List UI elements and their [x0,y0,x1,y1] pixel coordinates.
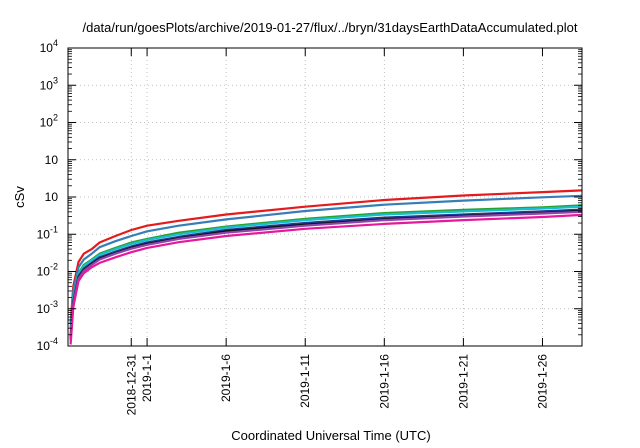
chart-title: /data/run/goesPlots/archive/2019-01-27/f… [82,20,577,35]
y-tick-labels: 10-4 10-3 10-2 10-1 10 10 102 103 104 [37,38,59,353]
y-tick-label: 104 [40,38,58,55]
x-tick-label: 2018-12-31 [124,354,138,416]
x-tick-label: 2019-1-26 [535,354,549,409]
series-line [69,194,583,329]
series-line [69,213,583,345]
x-tick-label: 2019-1-6 [219,354,233,402]
y-tick-label: 102 [40,113,58,130]
y-tick-label: 10 [45,190,59,204]
x-tick-label: 2019-1-16 [377,354,391,409]
series-line [69,189,583,324]
x-tick-label: 2019-1-21 [456,354,470,409]
x-axis-label: Coordinated Universal Time (UTC) [231,428,430,443]
y-tick-label: 10-1 [37,224,58,241]
y-tick-label: 103 [40,75,58,92]
series-line [69,205,583,336]
ticks [68,47,582,347]
x-tick-labels: 2018-12-31 2019-1-1 2019-1-6 2019-1-11 2019-… [124,354,549,416]
x-tick-label: 2019-1-11 [298,354,312,408]
y-tick-label: 10-2 [37,262,58,279]
x-tick-label: 2019-1-1 [140,354,154,402]
y-tick-label: 10-3 [37,299,58,316]
y-tick-label: 10 [45,153,59,167]
y-tick-label: 10-4 [37,336,58,353]
series-layer [69,189,583,345]
y-axis-label: cSv [12,186,27,208]
series-line [69,210,583,341]
grid [68,48,582,346]
